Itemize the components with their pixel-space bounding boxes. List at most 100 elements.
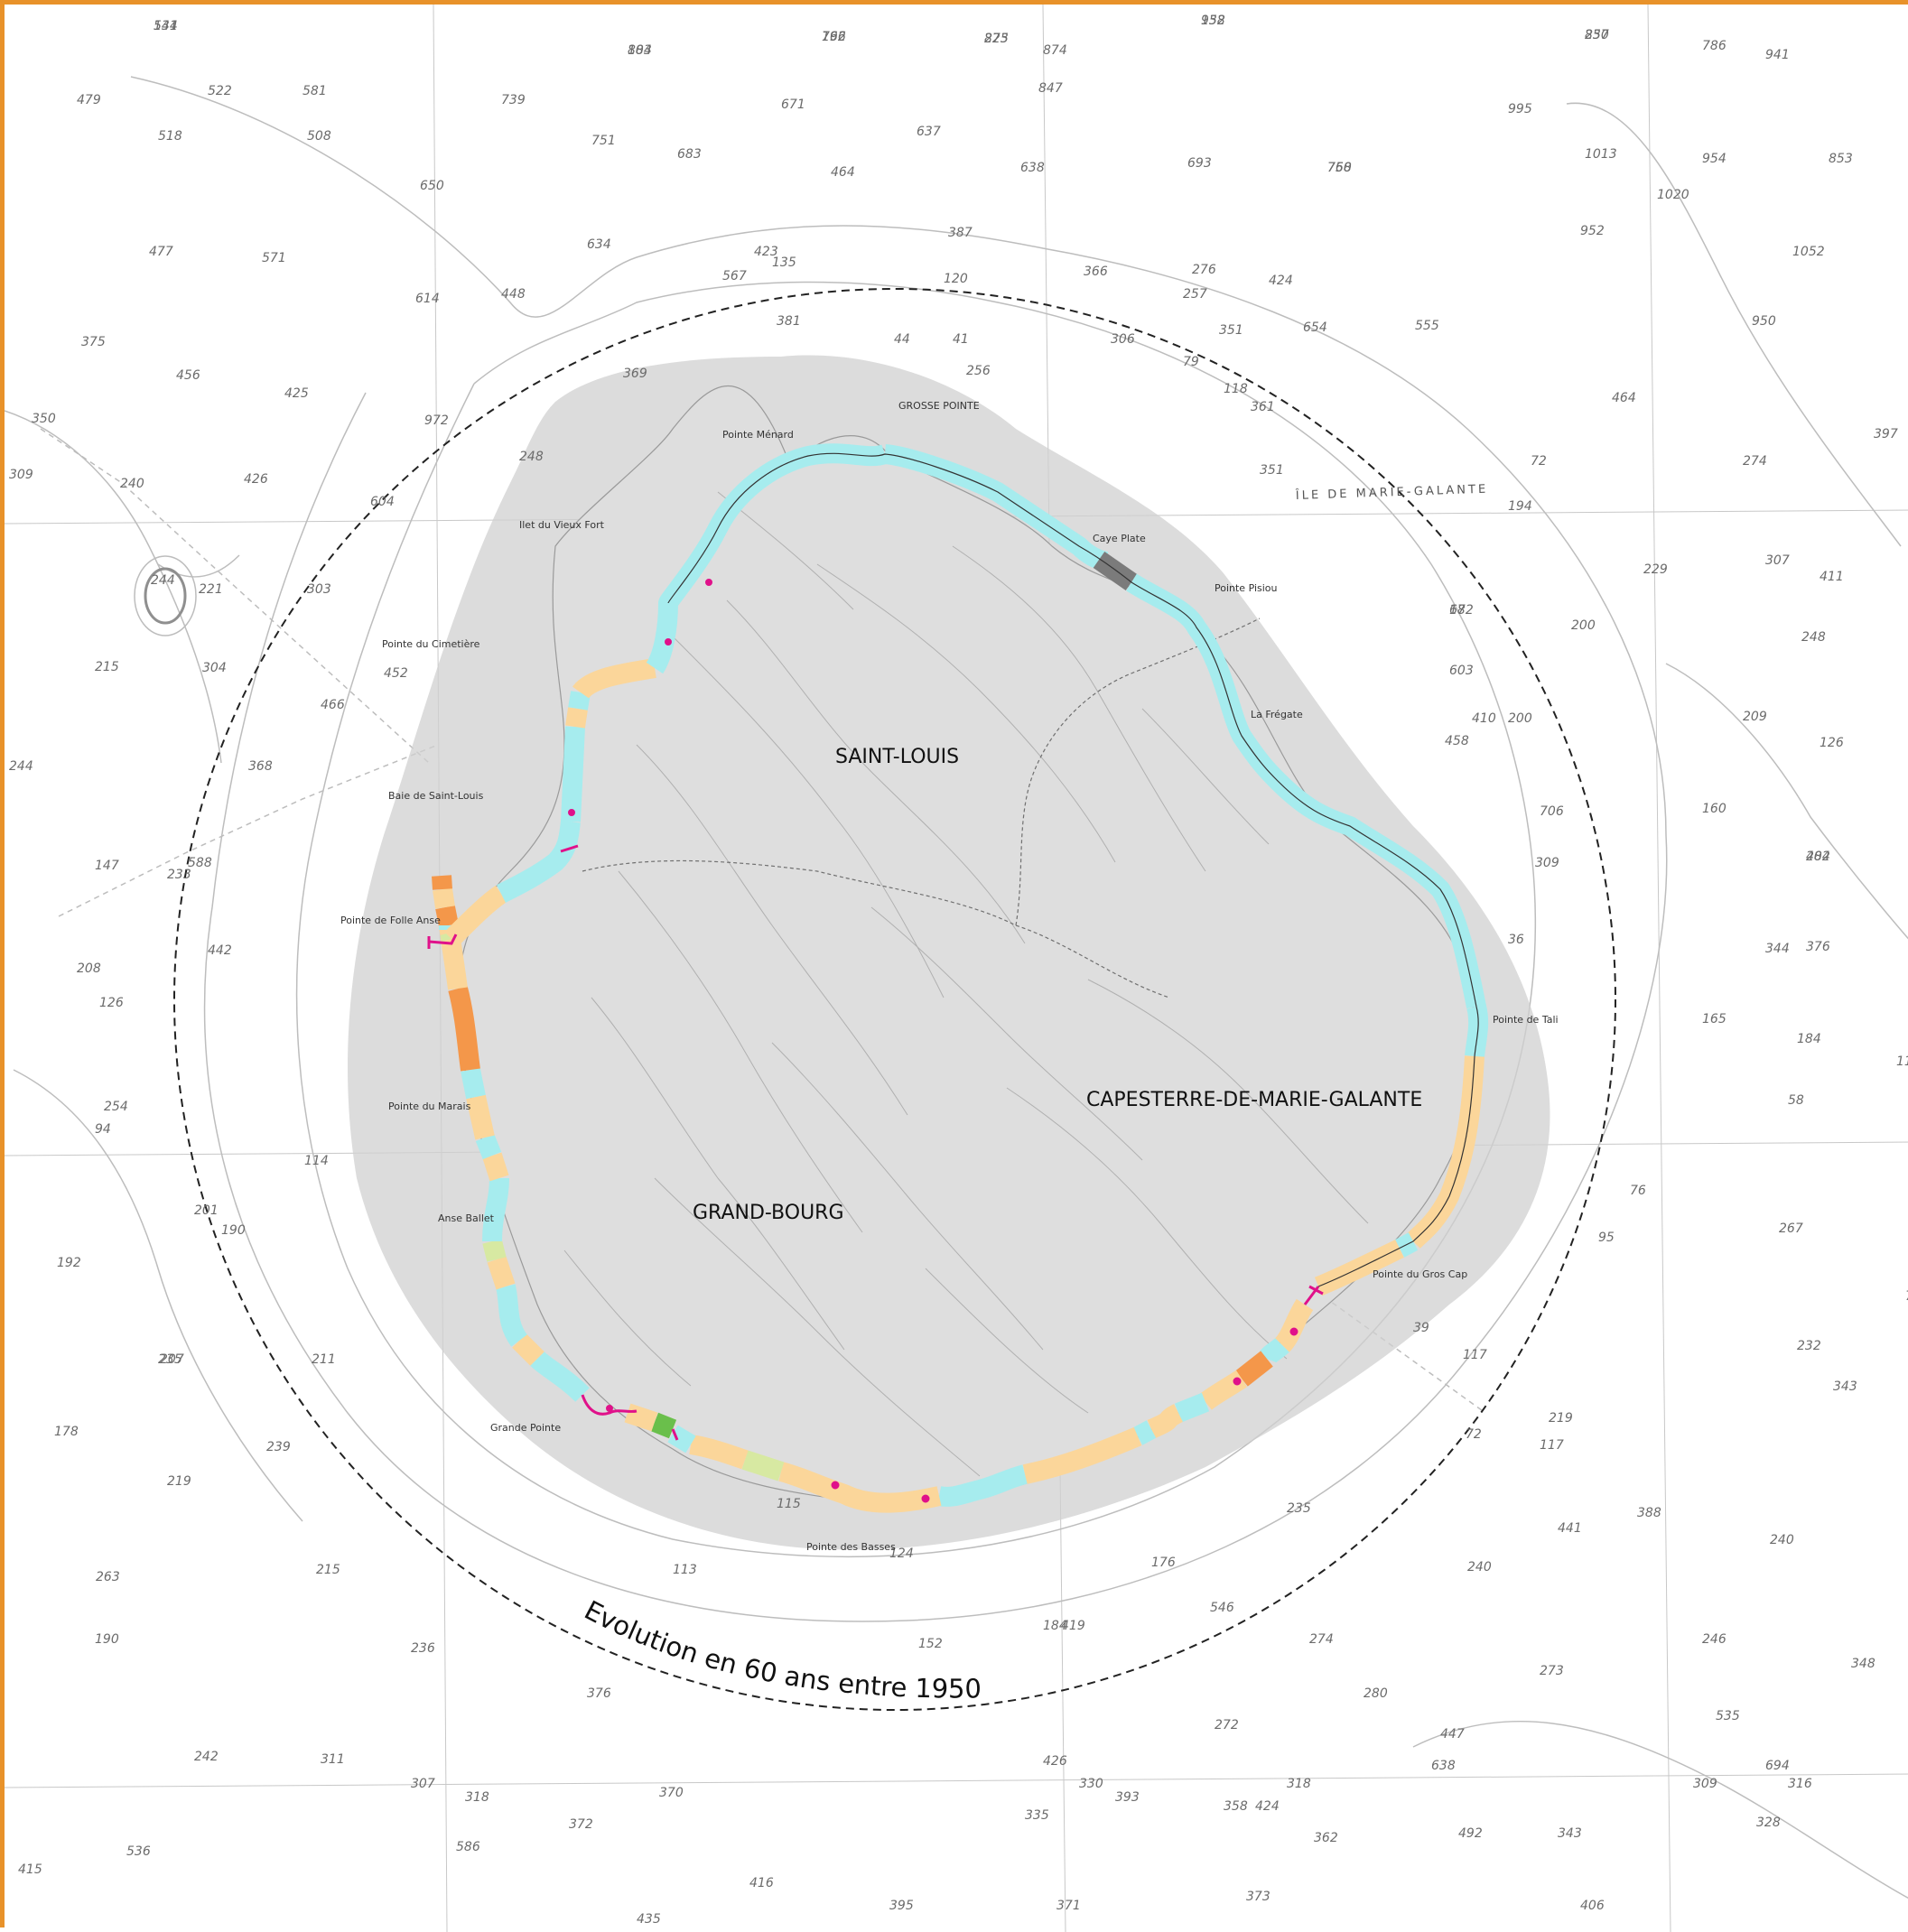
coastal-structures — [427, 579, 1324, 1503]
depth-sounding: 235 — [158, 1352, 182, 1367]
depth-sounding: 183 — [628, 43, 652, 58]
terrain-relief — [563, 491, 1369, 1477]
depth-sounding: 192 — [57, 1256, 81, 1270]
depth-sounding: 328 — [1756, 1816, 1781, 1830]
depth-sounding: 76 — [1630, 1184, 1646, 1198]
commune-label-saint-louis: SAINT-LOUIS — [835, 746, 959, 768]
depth-sounding: 79 — [1183, 355, 1199, 369]
depth-sounding: 508 — [307, 129, 331, 144]
depth-sounding: 307 — [411, 1777, 435, 1791]
place-name-label: Pointe Pisiou — [1215, 582, 1278, 594]
depth-sounding: 484 — [1806, 850, 1830, 864]
depth-sounding: 176 — [1151, 1556, 1176, 1570]
depth-sounding: 368 — [248, 759, 273, 774]
depth-sounding: 441 — [1558, 1521, 1582, 1536]
depth-sounding: 847 — [1038, 81, 1063, 96]
depth-sounding: 411 — [1820, 570, 1844, 584]
depth-sounding: 706 — [1540, 804, 1564, 819]
depth-sounding: 406 — [1580, 1899, 1605, 1913]
depth-sounding: 215 — [316, 1563, 340, 1577]
depth-sounding: 120 — [944, 272, 968, 286]
depth-sounding: 954 — [1702, 152, 1727, 166]
depth-sounding: 232 — [1797, 1339, 1821, 1353]
depth-sounding: 425 — [284, 386, 309, 401]
depth-sounding: 244 — [9, 759, 33, 774]
depth-sounding: 387 — [948, 226, 973, 240]
depth-sounding: 343 — [1833, 1379, 1857, 1394]
depth-sounding: 118 — [1224, 382, 1248, 396]
depth-sounding: 58 — [1788, 1093, 1804, 1108]
depth-sounding: 209 — [1743, 710, 1767, 724]
depth-sounding: 426 — [1043, 1754, 1067, 1769]
depth-sounding: 614 — [415, 292, 440, 306]
study-area-circle — [173, 288, 1616, 1711]
depth-sounding: 634 — [587, 237, 611, 252]
depth-sounding: 397 — [1874, 427, 1898, 441]
depth-sounding: 375 — [81, 335, 106, 349]
depth-sounding: 393 — [1115, 1790, 1140, 1805]
depth-sounding: 36 — [1508, 933, 1524, 947]
depth-sounding: 941 — [1765, 48, 1790, 62]
depth-sounding: 39 — [1413, 1321, 1429, 1335]
depth-sounding: 267 — [1779, 1221, 1803, 1236]
depth-sounding: 318 — [1287, 1777, 1311, 1791]
depth-sounding: 518 — [158, 129, 182, 144]
place-name-label: La Frégate — [1251, 709, 1303, 720]
depth-sounding: 638 — [1431, 1759, 1456, 1773]
depth-sounding: 72 — [1531, 454, 1547, 469]
depth-sounding: 94 — [95, 1122, 111, 1137]
depth-sounding: 435 — [637, 1912, 661, 1927]
depth-sounding: 165 — [1702, 1012, 1727, 1026]
place-name-label: Pointe de Tali — [1493, 1014, 1559, 1026]
depth-sounding: 41 — [953, 332, 969, 347]
depth-sounding: 381 — [777, 314, 801, 329]
depth-sounding: 190 — [221, 1223, 246, 1238]
depth-sounding: 208 — [77, 961, 101, 976]
place-name-label: Pointe du Gros Cap — [1373, 1268, 1467, 1280]
depth-sounding: 248 — [1801, 630, 1826, 645]
depth-sounding: 240 — [1770, 1533, 1794, 1547]
place-name-label: Pointe du Marais — [388, 1101, 471, 1112]
depth-sounding: 147 — [95, 859, 119, 873]
place-name-label: Pointe de Folle Anse — [340, 915, 441, 926]
depth-sounding: 44 — [894, 332, 910, 347]
depth-sounding: 351 — [1260, 463, 1284, 478]
depth-sounding: 492 — [1458, 1826, 1483, 1841]
commune-label-grand-bourg: GRAND-BOURG — [693, 1202, 844, 1224]
depth-sounding: 246 — [1702, 1632, 1727, 1647]
depth-sounding: 74 — [1905, 1289, 1908, 1304]
depth-sounding: 160 — [1702, 802, 1727, 816]
depth-sounding: 581 — [302, 84, 327, 98]
depth-sounding: 229 — [1643, 562, 1668, 577]
depth-sounding: 190 — [95, 1632, 119, 1647]
depth-sounding: 348 — [1851, 1657, 1875, 1671]
depth-sounding: 555 — [1415, 319, 1439, 333]
depth-sounding: 207 — [160, 1352, 184, 1367]
depth-sounding: 792 — [822, 30, 846, 44]
place-name-label: Grande Pointe — [490, 1422, 561, 1434]
depth-sounding: 273 — [1540, 1664, 1564, 1678]
depth-sounding: 850 — [1585, 28, 1609, 42]
depth-sounding: 874 — [1043, 43, 1067, 58]
depth-sounding: 117 — [1540, 1438, 1564, 1453]
depth-sounding: 694 — [1765, 1759, 1790, 1773]
depth-sounding: 750 — [1327, 161, 1352, 175]
depth-sounding: 567 — [722, 269, 747, 283]
depth-sounding: 124 — [889, 1547, 914, 1561]
depth-sounding: 311 — [321, 1752, 345, 1767]
depth-sounding: 952 — [1580, 224, 1605, 238]
depth-sounding: 113 — [673, 1563, 697, 1577]
depth-sounding: 586 — [456, 1840, 480, 1854]
depth-sounding: 235 — [1287, 1501, 1311, 1516]
depth-sounding: 263 — [96, 1570, 120, 1584]
depth-sounding: 972 — [424, 413, 449, 428]
depth-sounding: 184 — [1797, 1032, 1821, 1046]
depth-sounding: 369 — [623, 367, 647, 381]
depth-sounding: 114 — [304, 1154, 329, 1168]
depth-sounding: 410 — [1472, 711, 1496, 726]
depth-sounding: 239 — [266, 1440, 291, 1454]
depth-sounding: 531 — [154, 19, 178, 33]
place-name-label: Caye Plate — [1093, 533, 1146, 544]
depth-sounding: 416 — [749, 1876, 774, 1890]
depth-sounding: 280 — [1364, 1686, 1388, 1701]
